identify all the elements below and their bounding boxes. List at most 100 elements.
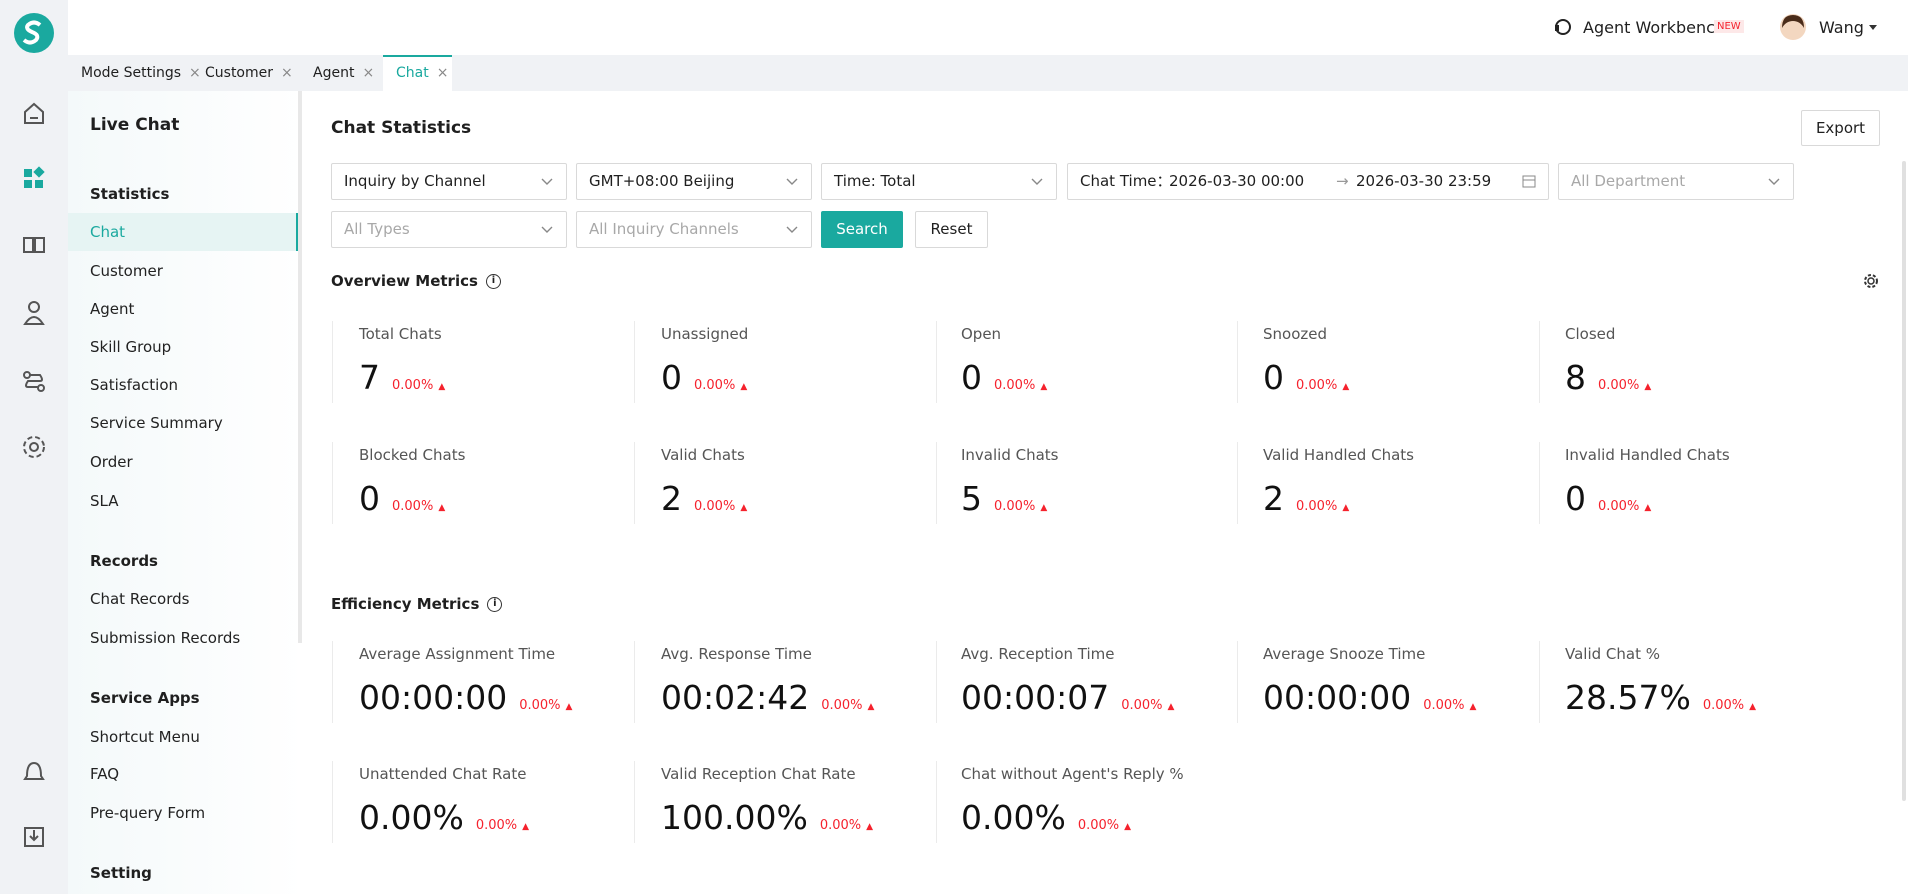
user-name[interactable]: Wang	[1819, 18, 1864, 37]
sidebar-item[interactable]: Order	[90, 453, 133, 471]
dropdown-value[interactable]: Time: Total	[834, 172, 916, 190]
metric-separator	[1539, 641, 1540, 723]
tab-close[interactable]: ×	[362, 65, 375, 81]
chat-time-label: Chat Time：	[1080, 172, 1172, 190]
metric-value-row: 00:00:00 0.00% ▲	[359, 678, 572, 717]
up-triangle: ▲	[740, 382, 748, 392]
sidebar-item[interactable]: Shortcut Menu	[90, 728, 200, 746]
tab[interactable]: Customer ×	[192, 55, 300, 91]
dropdown[interactable]: Time: Total	[821, 163, 1057, 200]
dropdown-value[interactable]: All Inquiry Channels	[589, 220, 739, 238]
chat-time-end[interactable]: 2026-03-30 23:59	[1356, 172, 1492, 190]
dropdown-value[interactable]: Inquiry by Channel	[344, 172, 486, 190]
sidebar-item[interactable]: Submission Records	[90, 629, 241, 647]
metric-label: Valid Handled Chats	[1263, 446, 1414, 464]
dropdown-value[interactable]: All Types	[344, 220, 410, 238]
metric-value: 00:02:42	[661, 678, 810, 717]
tab-label[interactable]: Agent	[313, 65, 355, 81]
metric-value: 100.00%	[661, 798, 808, 837]
agent-workbench[interactable]: Agent Workbench	[1583, 18, 1726, 37]
tab-label[interactable]: Mode Settings	[81, 65, 182, 81]
metric-separator	[936, 761, 937, 843]
chat-time-range[interactable]: Chat Time： 2026-03-30 00:00 → 2026-03-30 23…	[1067, 163, 1549, 200]
info-icon[interactable]: i	[485, 274, 501, 289]
sidebar-item[interactable]: Satisfaction	[90, 376, 179, 394]
metric-label: Snoozed	[1263, 325, 1328, 343]
metric-change: 0.00%	[1423, 698, 1465, 713]
tab[interactable]: Chat ×	[383, 55, 452, 91]
sidebar-item[interactable]: Customer	[90, 262, 163, 280]
metric-separator	[1237, 321, 1238, 403]
sidebar-item[interactable]: Pre-query Form	[90, 804, 206, 822]
tab[interactable]: Mode Settings ×	[68, 55, 201, 91]
metric-value: 28.57%	[1565, 678, 1691, 717]
dropdown[interactable]: Inquiry by Channel	[331, 163, 567, 200]
metric-value: 5	[961, 479, 982, 518]
page-title: Chat Statistics	[331, 118, 472, 138]
dropdown[interactable]: All Inquiry Channels	[576, 211, 812, 248]
reset-button[interactable]: Reset	[915, 211, 988, 248]
sidebar-item[interactable]: Chat Records	[90, 590, 190, 608]
metric-separator	[332, 442, 333, 524]
dropdown[interactable]: GMT+08:00 Beijing	[576, 163, 812, 200]
up-triangle: ▲	[1040, 382, 1048, 392]
up-triangle: ▲	[1644, 503, 1652, 513]
metric-value: 0	[1263, 358, 1284, 397]
info-icon[interactable]: i	[487, 597, 503, 612]
sidebar-item[interactable]: Service Summary	[90, 414, 223, 432]
metric-label: Avg. Response Time	[661, 645, 812, 663]
sidebar-item[interactable]: Chat	[90, 223, 126, 241]
up-triangle: ▲	[1167, 702, 1175, 712]
avatar[interactable]	[1780, 14, 1806, 40]
metric-change: 0.00%	[819, 818, 862, 833]
tab-close[interactable]: ×	[436, 65, 449, 81]
metric-change: 0.00%	[994, 378, 1036, 393]
dropdown-value[interactable]: All Department	[1571, 172, 1686, 190]
up-triangle: ▲	[866, 822, 874, 832]
up-triangle: ▲	[522, 822, 530, 832]
dropdown-value[interactable]: GMT+08:00 Beijing	[589, 172, 735, 190]
metric-value-row: 0.00% 0.00% ▲	[961, 798, 1131, 837]
up-triangle: ▲	[1749, 702, 1757, 712]
metric-value: 0.00%	[359, 798, 464, 837]
up-triangle: ▲	[1040, 503, 1048, 513]
up-triangle: ▲	[1342, 503, 1350, 513]
metric-label: Valid Chat %	[1565, 645, 1660, 663]
metric-value-row: 100.00% 0.00% ▲	[661, 798, 873, 837]
dropdown-arrow	[1031, 178, 1043, 185]
sidebar-item[interactable]: Skill Group	[90, 338, 172, 356]
section-title-text: Overview Metrics	[331, 272, 478, 290]
tab-close[interactable]: ×	[281, 65, 293, 81]
metric-value-row: 8 0.00% ▲	[1565, 358, 1651, 397]
tab[interactable]: Agent ×	[300, 55, 383, 91]
dropdown[interactable]: All Types	[331, 211, 567, 248]
search-button[interactable]: Search	[821, 211, 903, 248]
up-triangle: ▲	[1124, 822, 1132, 832]
metric-label: Unassigned	[661, 325, 749, 343]
workbench-icon	[1555, 19, 1571, 35]
metric-value-row: 0 0.00% ▲	[961, 358, 1047, 397]
up-triangle: ▲	[1644, 382, 1652, 392]
metric-separator	[936, 641, 937, 723]
metric-separator	[634, 641, 635, 723]
chat-time-start[interactable]: 2026-03-30 00:00	[1169, 172, 1305, 190]
sidebar-item[interactable]: Agent	[90, 300, 135, 318]
tab-bar: Mode Settings × Customer × Agent × Chat ×	[68, 55, 1908, 91]
dropdown[interactable]: All Department	[1558, 163, 1794, 200]
sidebar-item[interactable]: FAQ	[90, 765, 120, 783]
metric-label: Invalid Chats	[961, 446, 1059, 464]
icon-bar-icons	[14, 13, 54, 847]
export-button[interactable]: Export	[1801, 110, 1880, 146]
metric-separator	[1237, 641, 1238, 723]
up-triangle: ▲	[1342, 382, 1350, 392]
section-title-text: Efficiency Metrics	[331, 595, 480, 613]
tab-label[interactable]: Chat	[396, 65, 429, 81]
dropdown-arrow	[541, 226, 553, 233]
sidebar-item[interactable]: SLA	[90, 492, 119, 510]
tab-close[interactable]: ×	[189, 65, 201, 81]
tab-label[interactable]: Customer	[205, 65, 274, 81]
metric-label: Valid Chats	[661, 446, 745, 464]
settings-icon[interactable]	[1863, 273, 1879, 289]
up-triangle: ▲	[740, 503, 748, 513]
metric-separator	[332, 321, 333, 403]
